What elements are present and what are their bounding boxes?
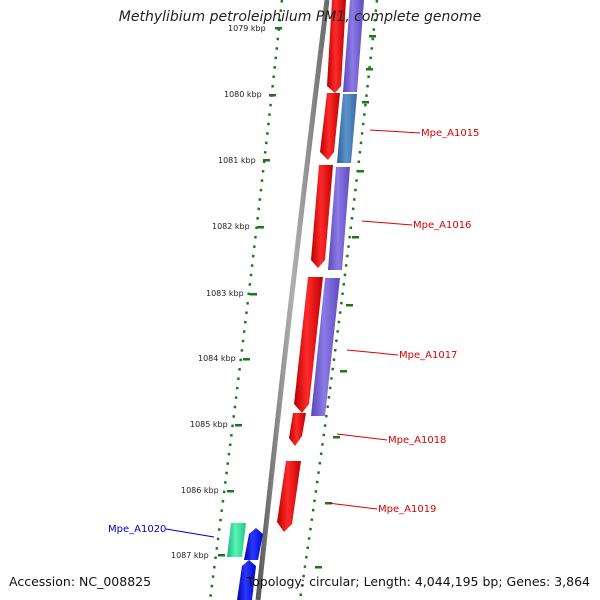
gene-block-teal: [227, 523, 246, 557]
gene-arrow: [294, 277, 323, 413]
feature-block: [328, 167, 350, 270]
gene-labels: Mpe_A1015 Mpe_A1016 Mpe_A1017 Mpe_A1018 …: [108, 128, 479, 535]
tick-label: 1086 kbp: [181, 486, 219, 495]
gene-arrow: [311, 165, 333, 268]
gene-label: Mpe_A1015: [421, 128, 479, 139]
gene-label: Mpe_A1020: [108, 524, 166, 535]
feature-block: [337, 94, 357, 163]
gene-label: Mpe_A1017: [399, 350, 457, 361]
scale-ticks: [218, 27, 282, 557]
gene-arrow: [289, 413, 306, 446]
gene-arrow: [327, 0, 346, 93]
gene-arrow: [320, 93, 340, 160]
feature-block: [311, 278, 340, 416]
tick-label: 1081 kbp: [218, 156, 256, 165]
tick-label: 1084 kbp: [198, 354, 236, 363]
genome-backbone: [255, 0, 330, 600]
tick-label: 1085 kbp: [190, 420, 228, 429]
gene-arrow: [277, 461, 301, 532]
feature-block: [343, 0, 364, 92]
reverse-track: [227, 523, 263, 600]
callout-lines: [165, 129, 421, 538]
tick-label: 1082 kbp: [212, 222, 250, 231]
gene-label: Mpe_A1018: [388, 435, 446, 446]
gene-label: Mpe_A1016: [413, 220, 471, 231]
tick-label: 1079 kbp: [228, 24, 266, 33]
accession-text: Accession: NC_008825: [9, 574, 152, 589]
cds-track: [277, 0, 346, 532]
tick-label: 1087 kbp: [171, 551, 209, 560]
gene-arrow-blue: [244, 528, 263, 560]
tick-labels: 1079 kbp 1080 kbp 1081 kbp 1082 kbp 1083…: [171, 24, 266, 560]
summary-text: Topology: circular; Length: 4,044,195 bp…: [246, 574, 590, 589]
gene-label: Mpe_A1019: [378, 504, 436, 515]
tick-label: 1083 kbp: [206, 289, 244, 298]
tick-label: 1080 kbp: [224, 90, 262, 99]
gene-arrow-blue: [237, 560, 256, 600]
map-title: Methylibium petroleiphilum PM1, complete…: [118, 9, 482, 25]
feature-track: [311, 0, 364, 416]
